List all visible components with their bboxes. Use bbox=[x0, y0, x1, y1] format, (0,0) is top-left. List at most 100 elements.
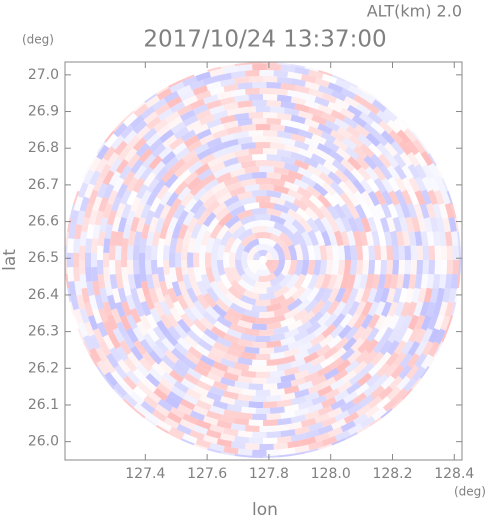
echo-cell bbox=[327, 101, 343, 113]
echo-cell bbox=[388, 129, 403, 145]
echo-cell bbox=[169, 101, 186, 114]
echo-cell bbox=[386, 260, 394, 275]
echo-cell bbox=[307, 260, 315, 276]
echo-cell bbox=[374, 260, 381, 275]
echo-cell bbox=[115, 158, 129, 174]
echo-cell bbox=[180, 378, 197, 391]
echo-cell bbox=[327, 82, 344, 94]
echo-cell bbox=[237, 209, 253, 221]
echo-cell bbox=[73, 238, 81, 253]
echo-cell bbox=[140, 301, 152, 317]
echo-cell bbox=[280, 355, 296, 365]
echo-cell bbox=[339, 313, 353, 329]
echo-cell bbox=[186, 216, 199, 233]
echo-cell bbox=[329, 181, 345, 196]
echo-cell bbox=[172, 203, 186, 220]
echo-cell bbox=[223, 102, 239, 111]
echo-cell bbox=[304, 410, 320, 421]
echo-cell bbox=[368, 260, 375, 275]
y-tick-label: 26.6 bbox=[28, 214, 59, 230]
echo-cell bbox=[148, 216, 159, 233]
echo-cell bbox=[340, 230, 350, 247]
echo-cell bbox=[156, 320, 170, 336]
echo-cell bbox=[347, 423, 364, 436]
echo-cell bbox=[392, 260, 399, 275]
echo-cell bbox=[248, 148, 263, 155]
echo-cell bbox=[414, 176, 427, 192]
echo-cell bbox=[371, 230, 381, 246]
echo-cell bbox=[394, 301, 405, 317]
echo-cell bbox=[226, 181, 243, 192]
echo-cell bbox=[329, 129, 346, 142]
echo-cell bbox=[334, 287, 346, 303]
echo-cell bbox=[96, 360, 110, 376]
echo-cell bbox=[380, 287, 390, 303]
echo-cell bbox=[223, 157, 239, 168]
echo-cell bbox=[324, 312, 339, 328]
echo-cell bbox=[364, 405, 380, 419]
echo-cell bbox=[143, 111, 159, 125]
echo-cell bbox=[403, 377, 418, 392]
echo-cell bbox=[226, 403, 242, 413]
echo-cell bbox=[287, 421, 303, 431]
echo-cell bbox=[229, 342, 246, 353]
echo-cell bbox=[365, 132, 381, 147]
echo-cell bbox=[195, 90, 212, 101]
echo-cell bbox=[204, 252, 212, 268]
echo-cell bbox=[297, 380, 314, 391]
echo-cell bbox=[360, 91, 376, 105]
echo-cell bbox=[156, 184, 170, 200]
echo-cell bbox=[301, 230, 313, 247]
echo-cell bbox=[280, 429, 296, 438]
echo-cell bbox=[206, 429, 222, 439]
echo-cell bbox=[212, 361, 229, 373]
echo-cell bbox=[372, 338, 387, 354]
echo-cell bbox=[182, 413, 198, 425]
echo-cell bbox=[259, 69, 274, 77]
echo-cell bbox=[440, 189, 451, 205]
echo-cell bbox=[229, 251, 236, 269]
echo-cell bbox=[383, 273, 393, 289]
echo-cell bbox=[123, 129, 138, 145]
echo-cell bbox=[396, 231, 405, 246]
y-tick-label: 26.0 bbox=[28, 434, 59, 450]
echo-cell bbox=[414, 314, 426, 330]
echo-cell bbox=[174, 342, 189, 357]
echo-cell bbox=[273, 442, 289, 450]
echo-cell bbox=[304, 429, 320, 439]
echo-cell bbox=[114, 140, 128, 156]
echo-cell bbox=[156, 382, 172, 396]
echo-cell bbox=[132, 177, 145, 194]
echo-cell bbox=[273, 242, 285, 260]
echo-cell bbox=[336, 359, 351, 373]
echo-cell bbox=[353, 145, 368, 160]
echo-cell bbox=[102, 334, 115, 350]
echo-cell bbox=[234, 435, 249, 444]
echo-cell bbox=[122, 223, 132, 240]
echo-cell bbox=[146, 177, 160, 193]
echo-cell bbox=[306, 185, 322, 199]
echo-cell bbox=[255, 317, 271, 324]
echo-cell bbox=[307, 107, 324, 118]
echo-cell bbox=[153, 387, 169, 402]
echo-cell bbox=[365, 273, 374, 289]
echo-cell bbox=[93, 176, 105, 192]
echo-cell bbox=[152, 178, 167, 194]
echo-cell bbox=[331, 347, 347, 361]
echo-cell bbox=[243, 238, 260, 254]
echo-cell bbox=[252, 136, 267, 143]
echo-cell bbox=[363, 350, 378, 365]
echo-cell bbox=[138, 357, 153, 372]
echo-cell bbox=[205, 236, 216, 253]
echo-cell bbox=[407, 340, 421, 357]
echo-cell bbox=[266, 82, 282, 89]
echo-cell bbox=[237, 118, 253, 127]
echo-cell bbox=[106, 151, 119, 167]
echo-cell bbox=[263, 62, 278, 65]
echo-cell bbox=[380, 260, 387, 275]
echo-cell bbox=[196, 210, 210, 226]
echo-cell bbox=[340, 203, 354, 220]
echo-cell bbox=[438, 274, 447, 289]
echo-cell bbox=[270, 106, 285, 114]
echo-cell bbox=[350, 337, 365, 352]
